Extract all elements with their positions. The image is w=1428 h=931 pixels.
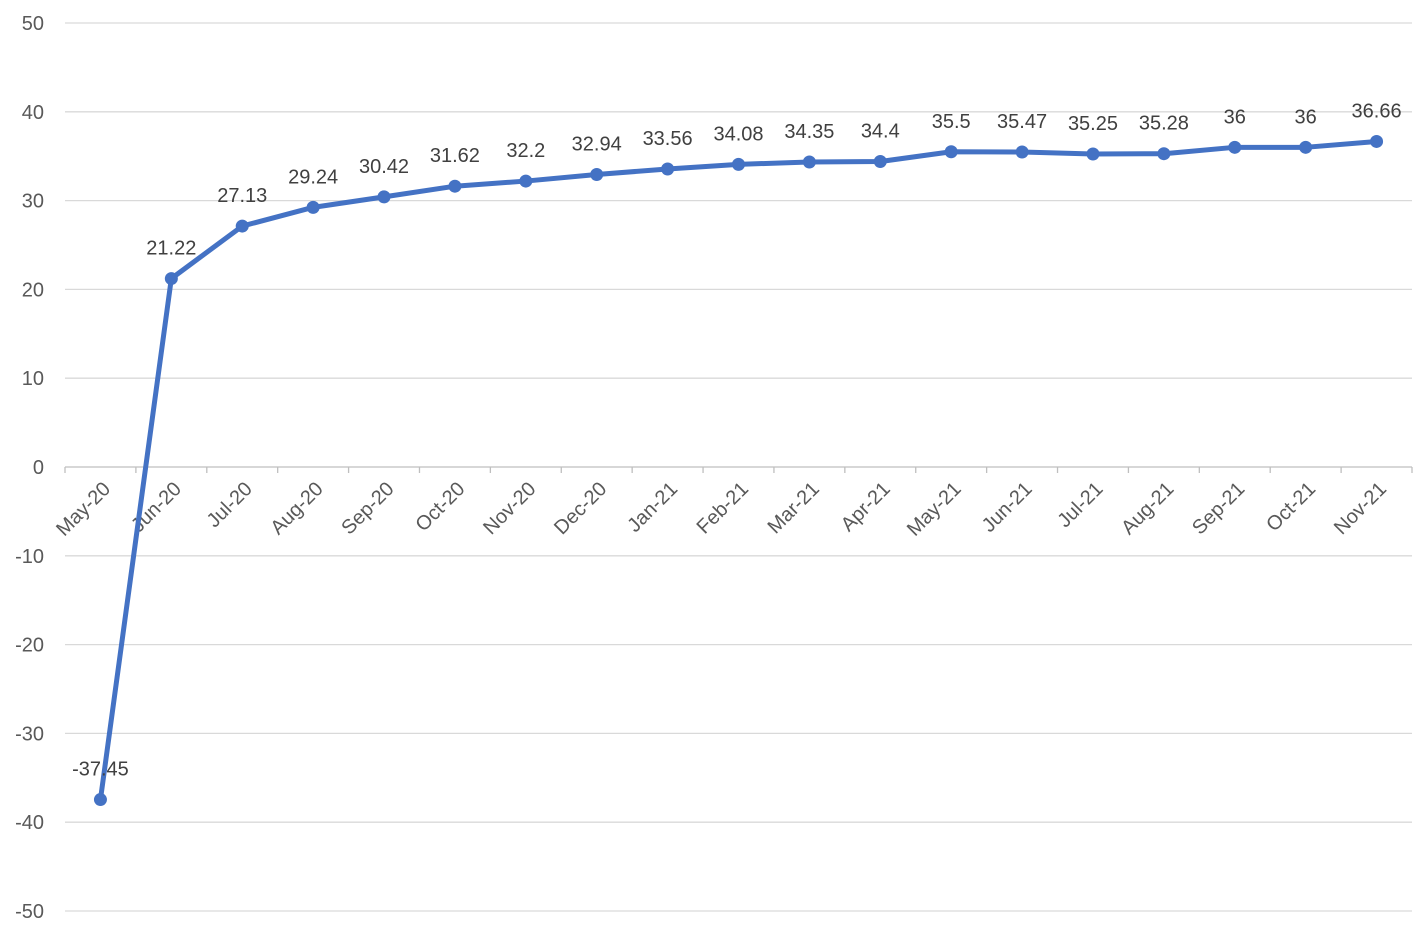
data-label: 32.94 xyxy=(572,133,622,155)
x-axis-label: Jan-21 xyxy=(623,478,682,537)
x-axis-label: Sep-20 xyxy=(337,478,398,539)
data-label: 29.24 xyxy=(288,166,338,188)
data-label: 21.22 xyxy=(146,238,196,260)
data-point-marker xyxy=(944,145,958,159)
data-point-marker xyxy=(1299,140,1313,154)
data-point-marker xyxy=(306,200,320,214)
y-axis-label: -40 xyxy=(15,812,44,834)
data-label: 36 xyxy=(1224,106,1246,128)
x-axis-label: Aug-21 xyxy=(1117,478,1178,539)
data-label: 35.28 xyxy=(1139,113,1189,135)
data-label: 35.47 xyxy=(997,111,1047,133)
data-point-marker xyxy=(873,155,887,169)
data-point-marker xyxy=(1228,140,1242,154)
data-point-marker xyxy=(802,155,816,169)
x-axis-label: Apr-21 xyxy=(837,478,895,536)
x-axis-label: Nov-20 xyxy=(479,478,540,539)
data-label: 31.62 xyxy=(430,145,480,167)
data-label: 35.25 xyxy=(1068,113,1118,135)
data-label: 32.2 xyxy=(506,140,545,162)
data-point-marker xyxy=(519,174,533,188)
y-axis-label: -50 xyxy=(15,901,44,923)
data-point-marker xyxy=(590,167,604,181)
x-axis xyxy=(64,466,1413,473)
y-axis-label: 40 xyxy=(22,102,44,124)
data-label: -37.45 xyxy=(72,759,129,781)
data-label: 35.5 xyxy=(932,111,971,133)
data-point-marker xyxy=(377,190,391,204)
data-point-marker xyxy=(93,793,107,807)
data-label: 27.13 xyxy=(217,185,267,207)
data-label: 36.66 xyxy=(1352,100,1402,122)
x-axis-label: May-20 xyxy=(52,478,115,541)
data-label: 34.35 xyxy=(784,121,834,143)
y-axis-label: 50 xyxy=(22,13,44,35)
data-point-marker xyxy=(1370,134,1384,148)
data-label: 30.42 xyxy=(359,156,409,178)
x-axis-label: Dec-20 xyxy=(550,478,611,539)
y-axis-label: -30 xyxy=(15,723,44,745)
y-axis-label: 10 xyxy=(22,368,44,390)
x-axis-label: Nov-21 xyxy=(1330,478,1391,539)
data-point-marker xyxy=(1157,147,1171,161)
series-line xyxy=(97,138,1380,803)
y-axis-label: -20 xyxy=(15,635,44,657)
x-axis-label: Oct-21 xyxy=(1262,478,1320,536)
x-axis-label: Sep-21 xyxy=(1188,478,1249,539)
y-axis-label: -10 xyxy=(15,546,44,568)
data-point-marker xyxy=(661,162,675,176)
data-point-marker xyxy=(732,157,745,171)
x-axis-label: Jul-21 xyxy=(1053,478,1107,532)
data-point-marker xyxy=(1015,145,1029,159)
x-axis-label: Mar-21 xyxy=(764,478,824,538)
x-axis-label: Feb-21 xyxy=(693,478,753,538)
y-axis-labels: 50 40 30 20 10 0 -10 -20 -30 -40 -50 xyxy=(15,13,44,923)
data-label: 36 xyxy=(1295,106,1317,128)
series-group xyxy=(93,134,1384,807)
y-axis-label: 20 xyxy=(22,279,44,301)
x-axis-labels: May-20 Jun-20 Jul-20 Aug-20 Sep-20 Oct-20 Nov-… xyxy=(52,478,1391,541)
data-label: 34.4 xyxy=(861,121,900,143)
x-axis-label: Oct-20 xyxy=(411,478,469,536)
data-label: 34.08 xyxy=(713,123,763,145)
x-axis-label: Jun-21 xyxy=(978,478,1037,537)
data-point-marker xyxy=(164,272,178,286)
data-point-marker xyxy=(235,219,249,233)
x-axis-label: Jul-20 xyxy=(203,478,257,532)
x-axis-label: May-21 xyxy=(903,478,966,541)
gridlines-group xyxy=(65,22,1412,912)
y-axis-label: 0 xyxy=(33,457,44,479)
data-label: 33.56 xyxy=(643,128,693,150)
x-axis-label: Aug-20 xyxy=(267,478,328,539)
data-point-marker xyxy=(1086,147,1100,161)
y-axis-label: 30 xyxy=(22,191,44,213)
data-labels-group: -37.45 21.22 27.13 29.24 30.42 31.62 32.2 32.94… xyxy=(72,100,1401,780)
data-point-marker xyxy=(448,179,462,193)
